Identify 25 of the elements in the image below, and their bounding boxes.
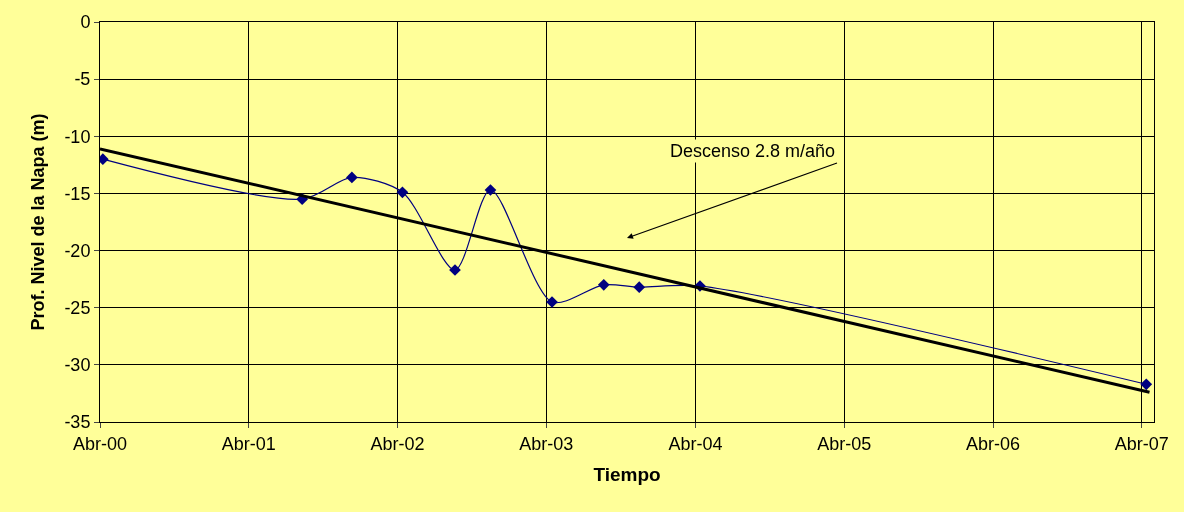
y-tick-label: -10 [64,126,91,147]
y-tick-label: 0 [80,12,91,33]
point [396,186,409,199]
point [633,281,646,293]
annotation: Descenso 2.8 m/año [670,141,836,161]
x-tick-label: Abr-01 [221,433,276,454]
x-tick-label: Abr-03 [519,433,574,454]
y-tick-label: -15 [64,183,91,204]
point [346,171,358,184]
point [1140,378,1153,391]
y-tick-label: -30 [64,355,91,376]
y-tick-label: -5 [74,69,91,90]
x-tick-label: Abr-05 [817,433,872,454]
point [484,184,497,196]
y-tick-label: -25 [64,298,91,319]
x-tick-label: Abr-04 [668,433,723,454]
y-tick-label: -20 [64,240,91,261]
y-tick-label: -35 [64,412,91,433]
point [597,279,610,291]
x-tick-label: Abr-06 [965,433,1021,454]
y-axis-title: Prof. Nivel de la Napa (m) [27,113,48,331]
x-tick-label: Abr-02 [370,433,425,454]
x-tick-label: Abr-07 [1114,433,1169,454]
x-tick-label: Abr-00 [72,433,128,454]
x-axis-title: Tiempo [593,464,661,486]
